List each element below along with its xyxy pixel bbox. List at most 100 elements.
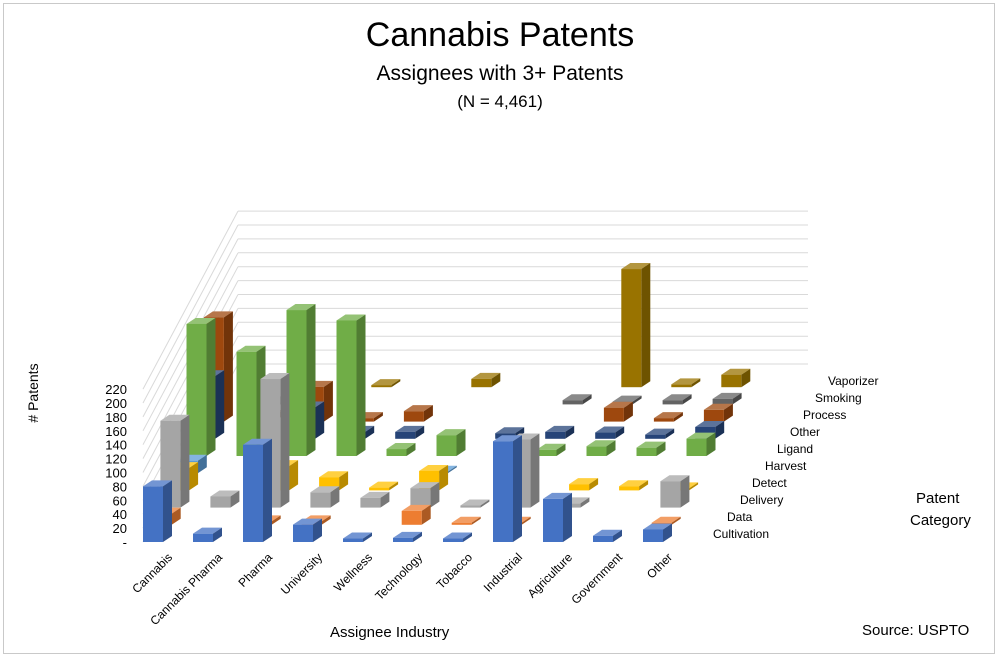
x-tick-label: University bbox=[278, 550, 325, 597]
bar-side bbox=[230, 490, 240, 508]
bar-top bbox=[645, 428, 675, 435]
bar-side bbox=[623, 401, 633, 422]
bar-ligand-university bbox=[336, 314, 366, 456]
source-note: Source: USPTO bbox=[862, 622, 970, 639]
bar-side bbox=[589, 478, 599, 491]
bar-top bbox=[651, 516, 681, 523]
bar-side bbox=[563, 492, 572, 542]
bar-side bbox=[180, 414, 190, 508]
bar-side bbox=[321, 515, 331, 525]
bar-front bbox=[721, 374, 742, 388]
bar-top bbox=[612, 395, 642, 402]
bar-top bbox=[636, 441, 666, 448]
bar-side bbox=[223, 311, 233, 422]
x-tick-label: Government bbox=[569, 550, 626, 607]
bar-top bbox=[721, 368, 751, 375]
bar-front bbox=[712, 398, 733, 405]
bar-side bbox=[665, 428, 675, 439]
gridline-side bbox=[142, 210, 239, 390]
bar-other-agriculture bbox=[595, 426, 625, 439]
bar-side bbox=[632, 395, 642, 405]
bar-front bbox=[403, 411, 424, 422]
y-tick-label: 40 bbox=[113, 507, 127, 522]
bar-side bbox=[615, 426, 625, 439]
bar-other-wellness bbox=[395, 425, 425, 439]
bar-side bbox=[439, 464, 449, 491]
bar-top bbox=[393, 531, 422, 538]
bar-side bbox=[330, 486, 340, 508]
bar-top bbox=[545, 425, 575, 432]
bar-top bbox=[543, 492, 572, 499]
bar-ligand-technology bbox=[436, 429, 466, 456]
bar-top bbox=[419, 464, 449, 471]
series-label: Data bbox=[727, 510, 753, 524]
bar-front bbox=[543, 498, 563, 542]
bar-cultivation-technology bbox=[393, 531, 422, 542]
y-tick-label: 160 bbox=[105, 424, 127, 439]
chart-subtitle: Assignees with 3+ Patents bbox=[376, 62, 624, 85]
bar-ligand-industrial bbox=[536, 443, 566, 456]
bar-cultivation-pharma bbox=[243, 438, 272, 542]
bar-side bbox=[163, 480, 172, 542]
bar-detect-agriculture bbox=[569, 478, 599, 491]
bar-front bbox=[401, 510, 422, 525]
bar-front bbox=[493, 441, 513, 542]
gridline-side bbox=[142, 224, 239, 404]
bar-top bbox=[686, 432, 716, 439]
bar-side bbox=[323, 380, 333, 422]
bar-smoking-other bbox=[712, 392, 742, 405]
bar-side bbox=[206, 317, 216, 456]
bar-front bbox=[593, 535, 613, 542]
bar-front bbox=[703, 409, 724, 422]
bar-side bbox=[530, 433, 540, 508]
x-tick-label: Cannabis bbox=[129, 550, 175, 596]
bar-other-industrial bbox=[545, 425, 575, 439]
bar-front bbox=[236, 351, 257, 456]
bar-vaporizer-university bbox=[371, 379, 401, 388]
bar-side bbox=[565, 425, 575, 439]
bar-side bbox=[430, 482, 440, 508]
bar-top bbox=[343, 532, 372, 539]
bar-top bbox=[401, 504, 431, 511]
bar-front bbox=[436, 435, 457, 456]
x-tick-label: Tobacco bbox=[434, 550, 476, 592]
y-tick-label: 100 bbox=[105, 466, 127, 481]
y-tick-label: 200 bbox=[105, 396, 127, 411]
bar-cultivation-industrial bbox=[493, 435, 522, 542]
bar-front bbox=[386, 449, 407, 456]
bar-front bbox=[643, 529, 663, 542]
bar-top bbox=[186, 317, 216, 324]
bar-top bbox=[371, 379, 401, 386]
bar-delivery-cannabis-pharma bbox=[210, 490, 240, 508]
bar-cultivation-tobacco bbox=[443, 532, 472, 542]
bar-front bbox=[369, 487, 390, 491]
bar-top bbox=[621, 263, 651, 270]
bar-delivery-tobacco bbox=[460, 499, 490, 508]
series-label: Detect bbox=[752, 476, 787, 490]
bar-front bbox=[471, 378, 492, 388]
bar-cultivation-agriculture bbox=[543, 492, 572, 542]
bar-side bbox=[213, 527, 222, 542]
bar-top bbox=[451, 516, 481, 523]
bar-top bbox=[236, 345, 266, 352]
bar-side bbox=[582, 394, 592, 405]
chart-sample-size: (N = 4,461) bbox=[457, 92, 543, 111]
bar-top bbox=[493, 435, 522, 442]
bar-ligand-other bbox=[686, 432, 716, 456]
series-axis-labels: Cultivation Data Delivery Detect Harvest Liga… bbox=[713, 374, 878, 541]
bar-top bbox=[643, 523, 672, 530]
bar-ligand-pharma bbox=[286, 304, 316, 456]
bar-front bbox=[686, 438, 707, 456]
bar-process-agriculture bbox=[603, 401, 633, 422]
y-tick-label: 60 bbox=[113, 493, 127, 508]
bar-top bbox=[310, 486, 340, 493]
bar-side bbox=[641, 263, 651, 388]
bar-detect-government bbox=[619, 480, 649, 491]
bar-side bbox=[491, 372, 501, 388]
x-tick-label: Industrial bbox=[481, 550, 525, 594]
bar-top bbox=[671, 378, 701, 385]
bar-top bbox=[160, 414, 190, 421]
bar-front bbox=[293, 524, 313, 542]
bar-front bbox=[562, 400, 583, 405]
